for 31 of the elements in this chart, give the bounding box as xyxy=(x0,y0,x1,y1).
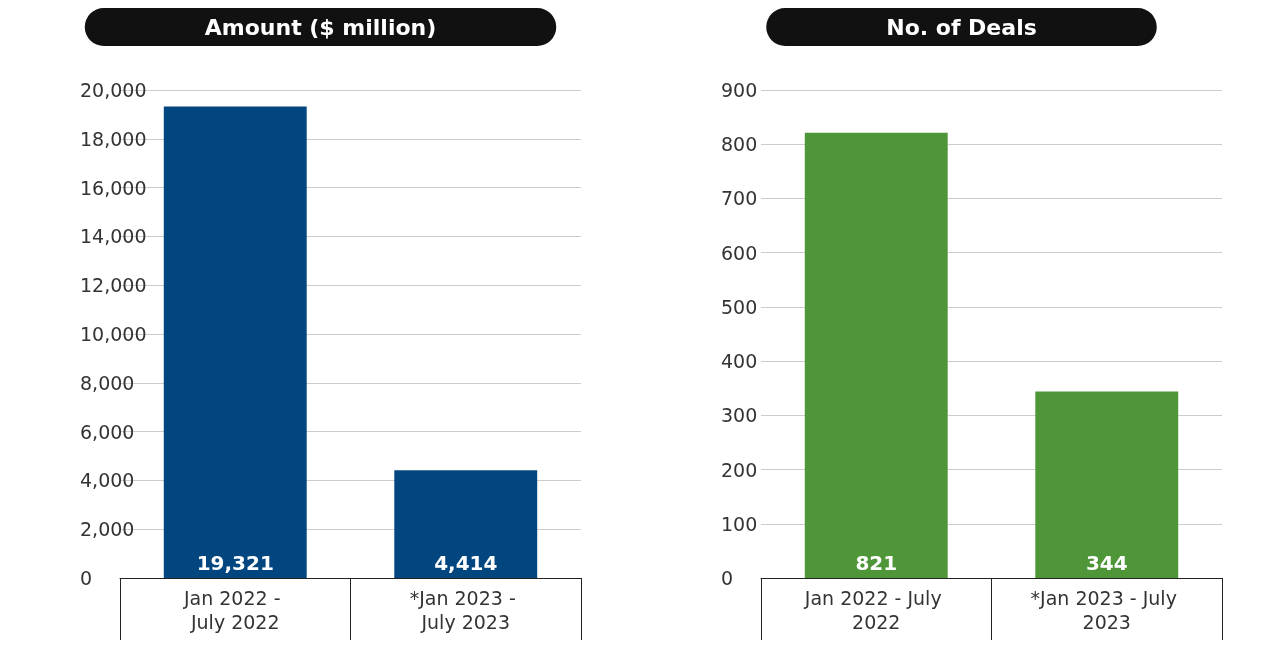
y-tick-label: 900 xyxy=(721,79,758,101)
y-tick-label: 12,000 xyxy=(80,274,147,297)
x-tick-label: *Jan 2023 - July 2023 xyxy=(1030,587,1183,633)
x-tick-label: Jan 2022 - July 2022 xyxy=(803,587,948,633)
y-tick-label: 8,000 xyxy=(80,371,135,394)
y-tick-label: 500 xyxy=(721,295,758,318)
data-label: 344 xyxy=(1085,551,1128,575)
y-tick-label: 100 xyxy=(721,512,758,535)
chart-title: Amount ($ million) xyxy=(204,14,437,40)
data-label: 821 xyxy=(855,551,898,575)
y-tick-label: 2,000 xyxy=(80,518,135,541)
x-tick-label: *Jan 2023 - July 2023 xyxy=(409,587,522,633)
y-tick-label: 300 xyxy=(721,404,758,427)
y-tick-label: 700 xyxy=(721,187,758,210)
y-tick-label: 4,000 xyxy=(80,469,135,492)
y-tick-label: 16,000 xyxy=(80,176,147,199)
y-tick-label: 10,000 xyxy=(80,323,147,345)
y-tick-label: 0 xyxy=(80,567,93,589)
chart-title: No. of Deals xyxy=(886,14,1037,40)
y-tick-label: 200 xyxy=(721,458,758,481)
y-tick-label: 800 xyxy=(721,133,758,156)
x-tick-label: Jan 2022 - July 2022 xyxy=(182,587,287,633)
data-label: 4,414 xyxy=(434,551,498,575)
data-label: 19,321 xyxy=(196,551,274,575)
y-tick-label: 14,000 xyxy=(80,225,147,248)
y-tick-label: 400 xyxy=(721,350,758,373)
y-tick-label: 18,000 xyxy=(80,127,147,150)
y-tick-label: 20,000 xyxy=(80,79,147,101)
y-tick-label: 0 xyxy=(721,567,734,589)
y-tick-label: 6,000 xyxy=(80,420,135,443)
y-tick-label: 600 xyxy=(721,241,758,264)
